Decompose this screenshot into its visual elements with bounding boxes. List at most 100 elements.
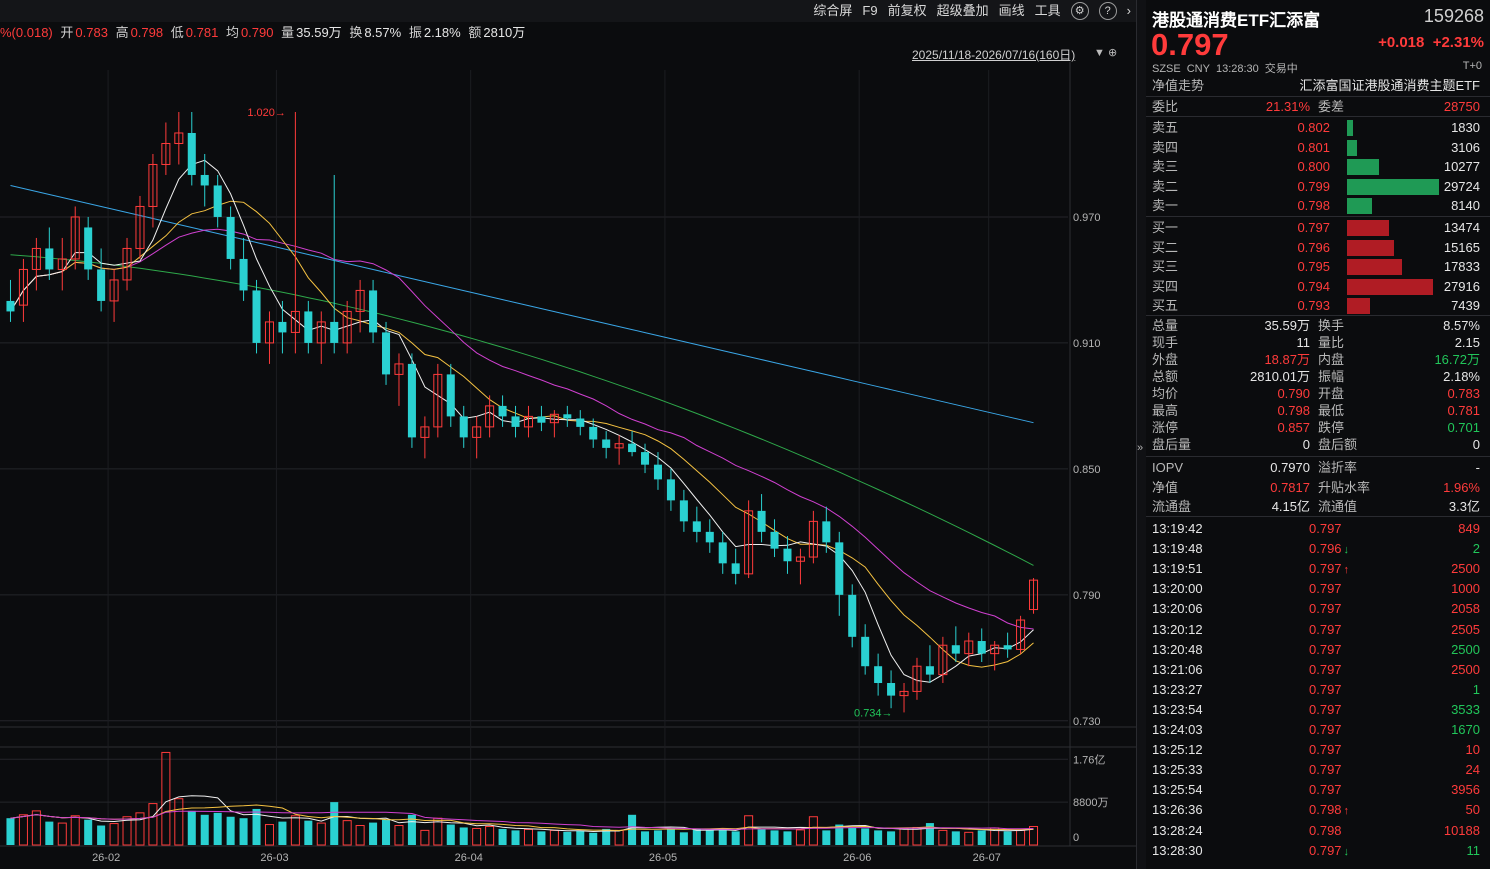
tick-row[interactable]: 13:25:12 0.797 10	[1146, 740, 1490, 759]
candle-body-up[interactable]	[1029, 579, 1039, 611]
volume-bar-down[interactable]	[602, 828, 611, 845]
candle-body-up[interactable]	[394, 363, 404, 375]
volume-bar-up[interactable]	[614, 829, 624, 846]
candle-body-up[interactable]	[912, 665, 922, 692]
candle-body-up[interactable]	[795, 556, 805, 562]
volume-bar-down[interactable]	[977, 830, 986, 845]
candle-body-up[interactable]	[964, 640, 974, 655]
volume-bar-up[interactable]	[1029, 825, 1039, 846]
candle-body-up[interactable]	[18, 268, 28, 306]
candle-body-down[interactable]	[628, 443, 637, 453]
tick-row[interactable]: 13:20:48 0.797 2500	[1146, 640, 1490, 659]
volume-bar-up[interactable]	[912, 826, 922, 846]
volume-bar-down[interactable]	[45, 821, 54, 845]
ask-row[interactable]: 卖三 0.800 10277	[1146, 157, 1490, 176]
candle-body-down[interactable]	[679, 500, 688, 522]
candle-body-up[interactable]	[485, 405, 495, 428]
candle-body-up[interactable]	[938, 644, 948, 676]
ask-row[interactable]: 卖四 0.801 3106	[1146, 138, 1490, 157]
candle-body-up[interactable]	[290, 310, 300, 333]
candle-body-down[interactable]	[705, 531, 714, 543]
ask-row[interactable]: 卖二 0.799 29724	[1146, 177, 1490, 196]
panel-collapse-strip[interactable]	[1136, 0, 1147, 869]
candle-body-up[interactable]	[57, 258, 67, 270]
candle-body-up[interactable]	[549, 413, 559, 424]
chevron-right-icon[interactable]: ›	[1126, 3, 1131, 18]
candle-body-down[interactable]	[187, 132, 196, 175]
volume-bar-down[interactable]	[576, 830, 585, 845]
candle-body-down[interactable]	[382, 332, 391, 375]
volume-bar-down[interactable]	[861, 828, 870, 845]
volume-bar-up[interactable]	[31, 810, 41, 846]
volume-bar-down[interactable]	[653, 830, 662, 845]
candle-body-down[interactable]	[641, 452, 650, 465]
candle-body-down[interactable]	[200, 174, 209, 186]
candle-body-down[interactable]	[835, 542, 844, 595]
volume-bar-down[interactable]	[213, 812, 222, 845]
candle-body-up[interactable]	[122, 247, 132, 281]
volume-bar-up[interactable]	[355, 825, 365, 846]
candle-body-up[interactable]	[31, 247, 41, 270]
bid-row[interactable]: 买四 0.794 27916	[1146, 277, 1490, 296]
volume-bar-down[interactable]	[200, 814, 209, 845]
volume-bar-down[interactable]	[382, 819, 391, 845]
kline-chart[interactable]: 0.970 0.910 0.850 0.790 0.730 26-02 26-03 26-04…	[0, 0, 1136, 869]
volume-bar-down[interactable]	[666, 827, 675, 845]
volume-bar-down[interactable]	[369, 822, 378, 845]
candle-body-up[interactable]	[990, 644, 1000, 655]
candle-body-down[interactable]	[252, 290, 261, 343]
candle-body-down[interactable]	[692, 521, 701, 532]
toolbar-draw-line[interactable]: 画线	[998, 3, 1025, 18]
candle-body-down[interactable]	[239, 258, 248, 291]
candle-body-up[interactable]	[808, 520, 818, 558]
volume-bar-down[interactable]	[1003, 831, 1012, 845]
candle-body-down[interactable]	[887, 683, 896, 696]
volume-bar-down[interactable]	[6, 818, 15, 845]
volume-bar-up[interactable]	[342, 820, 352, 846]
candle-body-down[interactable]	[407, 363, 416, 438]
bid-row[interactable]: 买五 0.793 7439	[1146, 296, 1490, 315]
candle-body-down[interactable]	[666, 479, 675, 501]
volume-bar-down[interactable]	[628, 814, 637, 845]
candle-body-down[interactable]	[498, 405, 507, 417]
candle-body-up[interactable]	[523, 415, 533, 428]
candle-body-down[interactable]	[602, 439, 611, 448]
candle-body-up[interactable]	[1016, 619, 1026, 650]
candle-body-down[interactable]	[757, 510, 766, 532]
toolbar-composite-screen[interactable]: 综合屏	[813, 3, 853, 18]
candle-body-up[interactable]	[264, 321, 274, 344]
volume-bar-up[interactable]	[899, 828, 909, 846]
volume-bar-down[interactable]	[731, 831, 740, 845]
volume-bar-up[interactable]	[122, 816, 132, 846]
volume-bar-down[interactable]	[679, 832, 688, 845]
volume-bar-up[interactable]	[161, 751, 171, 846]
volume-bar-down[interactable]	[239, 818, 248, 845]
bid-row[interactable]: 买二 0.796 15165	[1146, 238, 1490, 257]
tick-row[interactable]: 13:28:30 0.797 ↓ 11	[1146, 841, 1490, 860]
volume-bar-down[interactable]	[951, 831, 960, 845]
candle-body-down[interactable]	[226, 216, 235, 259]
candle-body-up[interactable]	[472, 426, 482, 438]
candle-body-up[interactable]	[744, 510, 754, 575]
candle-body-down[interactable]	[213, 185, 222, 217]
ask-row[interactable]: 卖五 0.802 1830	[1146, 118, 1490, 137]
volume-bar-down[interactable]	[446, 824, 455, 845]
volume-bar-down[interactable]	[537, 831, 546, 845]
volume-bar-up[interactable]	[394, 825, 404, 846]
candle-body-down[interactable]	[576, 418, 585, 427]
volume-bar-down[interactable]	[187, 810, 196, 845]
candle-body-down[interactable]	[278, 321, 287, 333]
candle-body-up[interactable]	[161, 142, 171, 165]
volume-bar-down[interactable]	[563, 831, 572, 845]
volume-bar-down[interactable]	[589, 832, 598, 845]
tick-row[interactable]: 13:25:54 0.797 3956	[1146, 780, 1490, 799]
candle-body-down[interactable]	[511, 416, 520, 427]
volume-bar-up[interactable]	[795, 829, 805, 846]
volume-bar-up[interactable]	[472, 827, 482, 846]
volume-bar-up[interactable]	[57, 822, 67, 846]
candle-body-down[interactable]	[537, 416, 546, 423]
toolbar-forward-adjust[interactable]: 前复权	[887, 3, 927, 18]
tick-row[interactable]: 13:24:03 0.797 1670	[1146, 720, 1490, 739]
volume-bar-up[interactable]	[485, 825, 495, 846]
candle-body-up[interactable]	[135, 205, 145, 249]
